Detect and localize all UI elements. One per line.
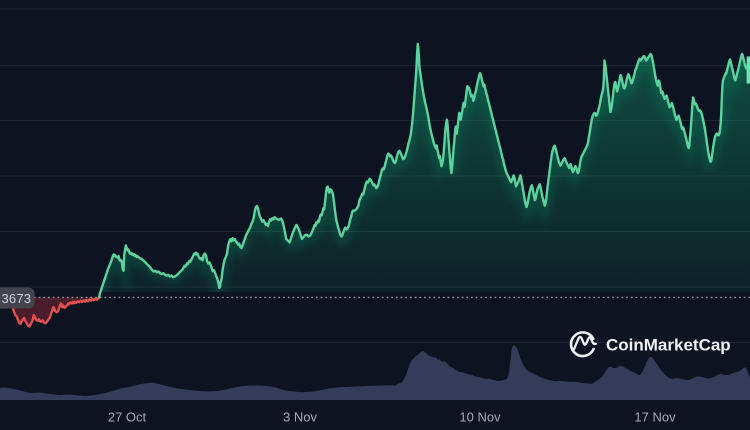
svg-text:3673: 3673 (2, 291, 32, 306)
svg-text:CoinMarketCap: CoinMarketCap (606, 336, 731, 355)
svg-text:17 Nov: 17 Nov (634, 410, 676, 425)
svg-text:27 Oct: 27 Oct (108, 410, 147, 425)
svg-text:10 Nov: 10 Nov (459, 410, 501, 425)
svg-text:3 Nov: 3 Nov (283, 410, 317, 425)
